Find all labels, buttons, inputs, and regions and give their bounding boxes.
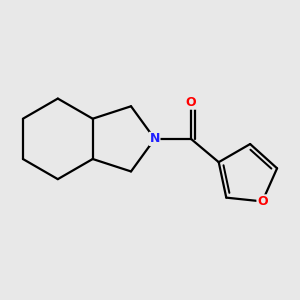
Text: O: O [257, 195, 268, 208]
Text: N: N [149, 132, 160, 146]
Text: O: O [186, 96, 196, 109]
